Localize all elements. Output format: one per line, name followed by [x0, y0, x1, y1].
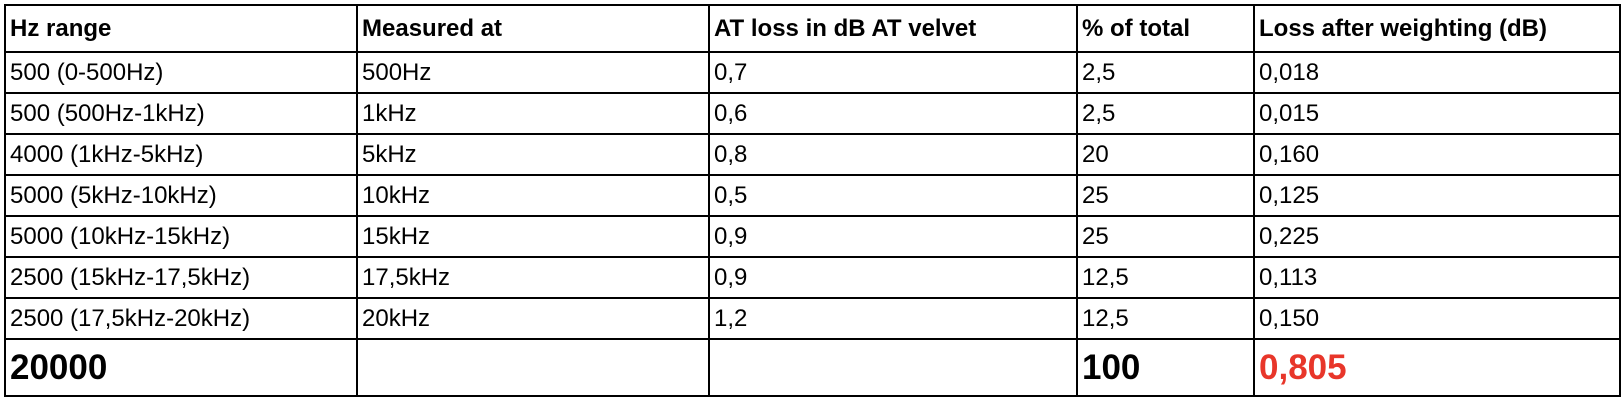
total-measured-at[interactable]: [356, 338, 710, 397]
total-percent-of-total[interactable]: 100: [1076, 338, 1255, 397]
cell-loss-after-weighting[interactable]: 0,125: [1253, 174, 1621, 217]
header-measured-at[interactable]: Measured at: [356, 4, 710, 53]
cell-percent-of-total[interactable]: 25: [1076, 215, 1255, 258]
cell-at-loss[interactable]: 0,7: [708, 51, 1078, 94]
table-row: 500 (500Hz-1kHz) 1kHz 0,6 2,5 0,015: [4, 92, 1621, 135]
cell-percent-of-total[interactable]: 2,5: [1076, 92, 1255, 135]
cell-at-loss[interactable]: 0,9: [708, 215, 1078, 258]
cell-percent-of-total[interactable]: 20: [1076, 133, 1255, 176]
cell-loss-after-weighting[interactable]: 0,113: [1253, 256, 1621, 299]
total-hz-range[interactable]: 20000: [4, 338, 358, 397]
header-percent-of-total[interactable]: % of total: [1076, 4, 1255, 53]
cell-measured-at[interactable]: 15kHz: [356, 215, 710, 258]
cell-hz-range[interactable]: 2500 (15kHz-17,5kHz): [4, 256, 358, 299]
cell-loss-after-weighting[interactable]: 0,018: [1253, 51, 1621, 94]
cell-loss-after-weighting[interactable]: 0,150: [1253, 297, 1621, 340]
header-row: Hz range Measured at AT loss in dB AT ve…: [4, 4, 1621, 53]
table-row: 2500 (17,5kHz-20kHz) 20kHz 1,2 12,5 0,15…: [4, 297, 1621, 340]
cell-hz-range[interactable]: 500 (0-500Hz): [4, 51, 358, 94]
cell-percent-of-total[interactable]: 2,5: [1076, 51, 1255, 94]
table-row: 5000 (10kHz-15kHz) 15kHz 0,9 25 0,225: [4, 215, 1621, 258]
cell-at-loss[interactable]: 0,8: [708, 133, 1078, 176]
cell-at-loss[interactable]: 0,5: [708, 174, 1078, 217]
cell-measured-at[interactable]: 10kHz: [356, 174, 710, 217]
total-at-loss[interactable]: [708, 338, 1078, 397]
cell-measured-at[interactable]: 5kHz: [356, 133, 710, 176]
table-row: 5000 (5kHz-10kHz) 10kHz 0,5 25 0,125: [4, 174, 1621, 217]
total-loss-after-weighting[interactable]: 0,805: [1253, 338, 1621, 397]
cell-percent-of-total[interactable]: 12,5: [1076, 297, 1255, 340]
cell-measured-at[interactable]: 20kHz: [356, 297, 710, 340]
table-row: 500 (0-500Hz) 500Hz 0,7 2,5 0,018: [4, 51, 1621, 94]
cell-measured-at[interactable]: 500Hz: [356, 51, 710, 94]
cell-hz-range[interactable]: 2500 (17,5kHz-20kHz): [4, 297, 358, 340]
cell-hz-range[interactable]: 500 (500Hz-1kHz): [4, 92, 358, 135]
cell-at-loss[interactable]: 1,2: [708, 297, 1078, 340]
loss-weighting-table: Hz range Measured at AT loss in dB AT ve…: [4, 4, 1621, 397]
cell-hz-range[interactable]: 5000 (10kHz-15kHz): [4, 215, 358, 258]
table-row: 4000 (1kHz-5kHz) 5kHz 0,8 20 0,160: [4, 133, 1621, 176]
cell-loss-after-weighting[interactable]: 0,015: [1253, 92, 1621, 135]
header-at-loss[interactable]: AT loss in dB AT velvet: [708, 4, 1078, 53]
cell-measured-at[interactable]: 17,5kHz: [356, 256, 710, 299]
cell-hz-range[interactable]: 5000 (5kHz-10kHz): [4, 174, 358, 217]
table-row: 2500 (15kHz-17,5kHz) 17,5kHz 0,9 12,5 0,…: [4, 256, 1621, 299]
cell-at-loss[interactable]: 0,6: [708, 92, 1078, 135]
cell-percent-of-total[interactable]: 25: [1076, 174, 1255, 217]
header-loss-after-weighting[interactable]: Loss after weighting (dB): [1253, 4, 1621, 53]
cell-measured-at[interactable]: 1kHz: [356, 92, 710, 135]
total-row: 20000 100 0,805: [4, 338, 1621, 397]
cell-loss-after-weighting[interactable]: 0,225: [1253, 215, 1621, 258]
cell-at-loss[interactable]: 0,9: [708, 256, 1078, 299]
header-hz-range[interactable]: Hz range: [4, 4, 358, 53]
cell-loss-after-weighting[interactable]: 0,160: [1253, 133, 1621, 176]
cell-percent-of-total[interactable]: 12,5: [1076, 256, 1255, 299]
cell-hz-range[interactable]: 4000 (1kHz-5kHz): [4, 133, 358, 176]
